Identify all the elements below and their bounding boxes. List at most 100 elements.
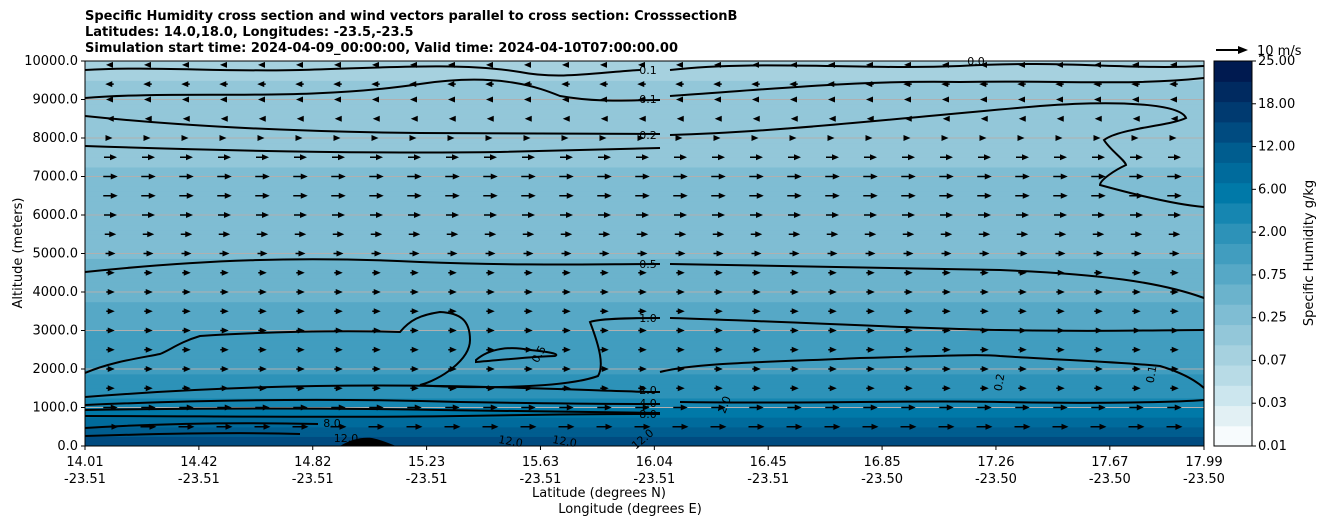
wind-vector	[901, 173, 916, 180]
wind-vector-head	[600, 61, 607, 68]
wind-vector-head	[528, 173, 536, 180]
wind-vector	[638, 96, 645, 103]
wind-vector-head	[794, 173, 802, 180]
wind-vector	[1056, 96, 1063, 103]
wind-vector	[750, 154, 763, 161]
wind-vector-head	[1056, 96, 1063, 103]
wind-vector	[296, 308, 305, 315]
wind-vector-head	[1173, 231, 1181, 238]
wind-vector	[256, 231, 269, 238]
wind-vector	[144, 289, 153, 295]
wind-vector	[752, 327, 761, 334]
wind-vector-head	[642, 192, 650, 199]
colorbar-segment	[1214, 202, 1252, 224]
wind-vector	[142, 154, 155, 161]
wind-vector	[636, 231, 649, 238]
colorbar-segment	[1214, 162, 1252, 184]
wind-vector	[714, 346, 723, 353]
wind-vector-head	[640, 250, 648, 257]
wind-vector-head	[1174, 404, 1182, 411]
wind-vector	[258, 115, 266, 122]
title-line-1: Specific Humidity cross section and wind…	[85, 9, 738, 24]
wind-vector-head	[980, 115, 988, 122]
wind-vector-head	[1060, 212, 1067, 218]
wind-vector	[1092, 231, 1105, 238]
wind-vector-head	[1061, 423, 1069, 430]
wind-vector-head	[411, 346, 419, 353]
wind-vector	[865, 250, 876, 257]
wind-vector	[372, 346, 381, 353]
wind-vector	[790, 289, 799, 295]
wind-vector	[787, 404, 802, 411]
wind-vector-head	[943, 289, 951, 295]
wind-vector	[1093, 250, 1104, 257]
colorbar-segment	[1214, 101, 1252, 123]
wind-vector	[521, 192, 536, 199]
wind-vector	[637, 250, 648, 257]
wind-vector	[866, 308, 875, 315]
wind-vector-head	[566, 173, 574, 180]
wind-vector	[484, 212, 497, 218]
wind-vector-head	[566, 192, 574, 199]
wind-vector	[559, 192, 574, 199]
wind-vector-head	[485, 135, 493, 141]
wind-vector	[141, 192, 156, 199]
humidity-contour	[85, 78, 661, 102]
wind-vector-head	[411, 327, 419, 334]
wind-vector-head	[300, 404, 308, 411]
wind-vector	[296, 327, 305, 334]
wind-vector	[714, 269, 723, 276]
wind-vector-head	[642, 212, 649, 218]
wind-vector	[258, 61, 265, 68]
wind-vector-head	[944, 250, 952, 257]
wind-vector-head	[335, 308, 343, 315]
wind-vector	[258, 96, 265, 103]
wind-vector-head	[605, 423, 613, 430]
humidity-band	[85, 258, 1204, 264]
wind-vector	[600, 269, 609, 276]
wind-vector	[1128, 423, 1145, 430]
wind-vector-head	[905, 346, 913, 353]
wind-vector-head	[675, 81, 683, 88]
wind-vector	[180, 231, 193, 238]
wind-vector-head	[110, 212, 117, 218]
wind-vector-head	[639, 269, 647, 276]
wind-vector	[1094, 385, 1103, 392]
wind-vector	[866, 385, 875, 392]
wind-vector-head	[376, 192, 384, 199]
wind-vector	[980, 115, 988, 122]
wind-vector	[714, 115, 722, 122]
wind-vector-head	[372, 96, 379, 103]
wind-vector-head	[715, 346, 723, 353]
wind-vector-head	[224, 192, 232, 199]
wind-vector-head	[791, 327, 799, 334]
wind-vector	[1131, 135, 1139, 141]
wind-vector-head	[1132, 61, 1139, 68]
wind-vector	[258, 327, 267, 334]
wind-vector-head	[865, 135, 873, 141]
wind-vector	[1056, 115, 1064, 122]
wind-vector	[219, 250, 230, 257]
wind-vector	[979, 81, 988, 88]
wind-vector-head	[946, 212, 953, 218]
wind-vector	[600, 385, 609, 392]
wind-vector-head	[373, 346, 381, 353]
wind-vector	[600, 115, 608, 122]
wind-vector-head	[678, 250, 686, 257]
wind-vector-head	[680, 154, 687, 161]
wind-vector	[410, 308, 419, 315]
wind-vector	[1016, 154, 1029, 161]
wind-vector	[977, 192, 992, 199]
wind-vector-head	[1095, 366, 1103, 372]
wind-vector	[865, 135, 873, 141]
humidity-band	[85, 272, 1204, 279]
wind-vector-head	[525, 327, 533, 334]
wind-vector-head	[452, 404, 460, 411]
y-tick-label: 8000.0	[33, 131, 79, 146]
wind-vector-head	[676, 96, 683, 103]
wind-vector	[599, 250, 610, 257]
wind-vector	[448, 289, 457, 295]
wind-vector-head	[1094, 96, 1101, 103]
wind-vector	[219, 135, 227, 141]
wind-vector	[714, 308, 723, 315]
